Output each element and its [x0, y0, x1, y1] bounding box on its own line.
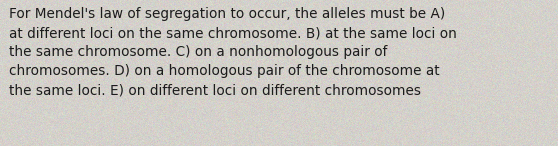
Text: For Mendel's law of segregation to occur, the alleles must be A)
at different lo: For Mendel's law of segregation to occur… — [9, 7, 457, 97]
